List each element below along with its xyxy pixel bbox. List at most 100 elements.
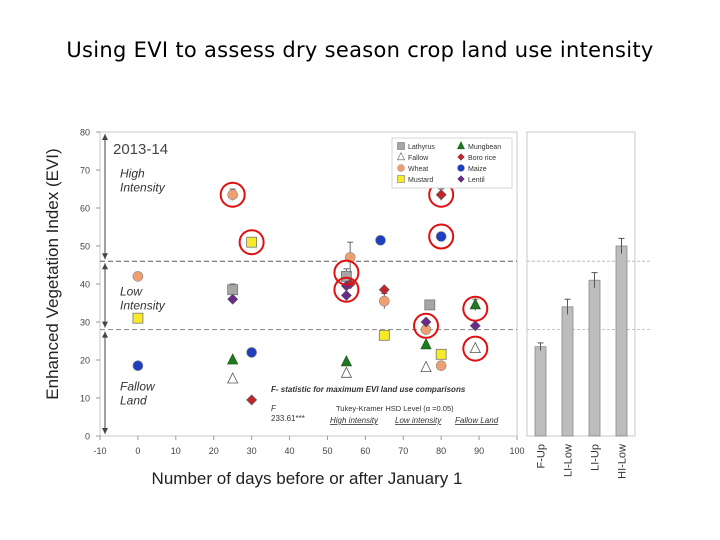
legend-box	[391, 137, 513, 189]
zone-label: Intensity	[120, 298, 166, 312]
data-point	[246, 394, 258, 406]
annotation-level: Low intensity	[395, 416, 442, 425]
annotation-f-label: F	[271, 404, 277, 413]
highlight-circle	[462, 335, 489, 362]
data-point	[340, 289, 352, 301]
legend-marker	[397, 152, 405, 161]
data-point	[435, 360, 447, 372]
data-point	[420, 360, 432, 372]
x-axis-title: Number of days before or after January 1	[152, 469, 463, 488]
legend-marker	[457, 164, 465, 172]
data-point	[227, 284, 239, 296]
data-point	[420, 337, 432, 350]
x-tick-label: 30	[247, 446, 257, 456]
slide-title: Using EVI to assess dry season crop land…	[66, 38, 654, 62]
y-axis-title: Enhanced Vegetation Index (EVI)	[43, 148, 62, 399]
data-point	[435, 189, 447, 201]
legend-label: Lathyrus	[408, 144, 435, 151]
x-tick-label: 20	[209, 446, 219, 456]
legend-item: Lentil	[457, 175, 485, 184]
legend-label: Lentil	[468, 177, 485, 184]
series-mustard	[132, 236, 447, 360]
bar-hi-low	[615, 245, 628, 437]
legend-item: Maize	[457, 164, 487, 173]
zone-arrowhead	[102, 253, 108, 260]
highlight-circle	[219, 181, 246, 208]
x-tick-label: 10	[171, 446, 181, 456]
highlight-circle	[333, 276, 360, 303]
highlight-circle	[462, 295, 489, 322]
data-point	[246, 347, 257, 358]
zone-label: Land	[120, 393, 147, 407]
chart-title: 2013-14	[113, 141, 168, 158]
legend-label: Boro rice	[468, 155, 496, 162]
data-point	[420, 316, 432, 328]
y-tick-label: 80	[80, 128, 90, 138]
zone-label: Fallow	[120, 379, 156, 393]
data-point	[132, 312, 144, 324]
x-tick-label: 40	[285, 446, 295, 456]
data-point	[340, 366, 353, 378]
zone-arrowhead	[102, 263, 108, 270]
series-lathyrus	[227, 268, 436, 311]
bar-f-up	[534, 346, 547, 437]
x-tick-label: 100	[509, 446, 524, 456]
y-tick-label: 30	[80, 318, 90, 328]
data-point	[227, 372, 239, 384]
data-point	[469, 298, 481, 310]
data-point	[435, 231, 447, 242]
annotation-hsd-label: Tukey-Kramer HSD Level (α =0.05)	[336, 404, 454, 413]
x-tick-label: 50	[322, 446, 332, 456]
data-point	[227, 353, 239, 365]
x-tick-label: 0	[135, 446, 140, 456]
y-tick-label: 70	[80, 166, 90, 176]
series-wheat	[132, 188, 447, 372]
legend-marker	[397, 142, 405, 150]
legend-marker	[397, 164, 405, 172]
data-point	[375, 235, 386, 246]
data-point	[227, 293, 239, 305]
x-tick-label: 90	[474, 446, 484, 456]
zone-label: Low	[120, 284, 143, 298]
y-tick-label: 10	[80, 394, 90, 404]
zone-arrowhead	[102, 321, 108, 328]
highlight-circle	[333, 259, 360, 286]
data-point	[132, 360, 144, 372]
bar-li-up	[588, 279, 601, 437]
legend-label: Mungbean	[468, 144, 501, 151]
annotation-f-value: 233.61***	[271, 414, 305, 423]
data-point	[340, 355, 353, 367]
bar-li-low	[561, 306, 574, 437]
data-point	[469, 320, 481, 332]
bar-category-label: LI-Low	[563, 444, 575, 477]
legend-marker	[457, 141, 465, 150]
data-point	[435, 348, 447, 360]
data-point	[227, 189, 238, 200]
data-point	[246, 236, 258, 248]
annotation-level: High intensity	[330, 416, 379, 425]
legend-item: Wheat	[397, 164, 428, 173]
legend-item: Mustard	[397, 175, 433, 184]
highlight-circle	[413, 312, 440, 339]
data-point	[379, 295, 390, 307]
y-tick-label: 20	[80, 356, 90, 366]
legend-marker	[397, 175, 405, 183]
highlight-circle	[238, 229, 265, 256]
series-maize	[132, 231, 447, 372]
series-fallow	[227, 341, 481, 384]
legend-marker	[457, 153, 465, 161]
bar-category-label: LI-Up	[590, 444, 602, 471]
legend-item: Lathyrus	[397, 142, 435, 151]
legend-label: Wheat	[408, 166, 428, 173]
legend-item: Boro rice	[457, 153, 496, 162]
legend-item: Mungbean	[457, 141, 501, 151]
data-point	[132, 271, 144, 282]
zone-arrowhead	[102, 331, 108, 338]
annotation-title: F- statistic for maximum EVI land use co…	[271, 385, 466, 394]
y-tick-label: 50	[80, 242, 90, 252]
legend-label: Fallow	[408, 155, 429, 162]
x-tick-label: -10	[93, 446, 106, 456]
y-tick-label: 60	[80, 204, 90, 214]
data-point	[378, 284, 390, 296]
